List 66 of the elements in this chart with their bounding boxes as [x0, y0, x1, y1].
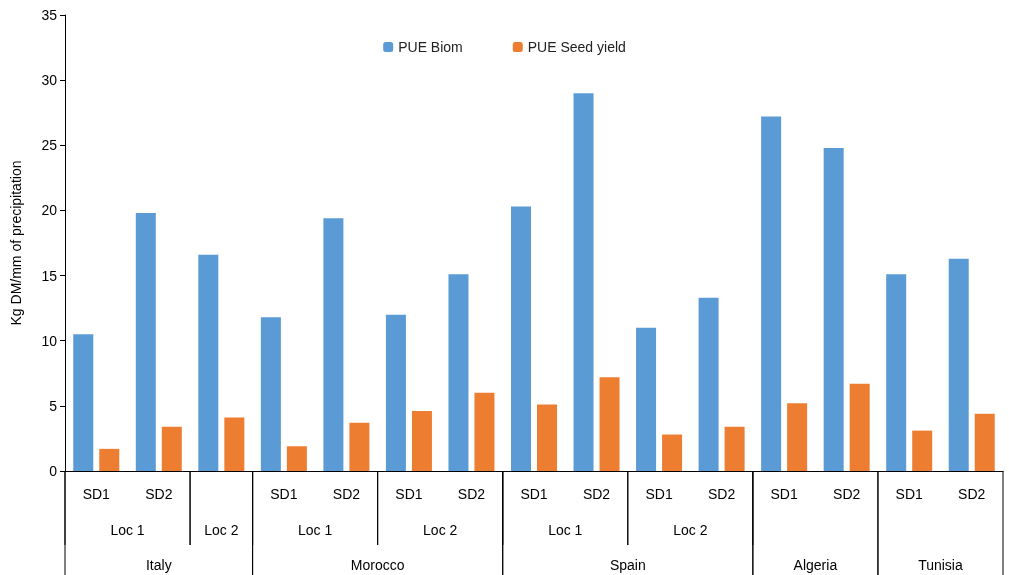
x-tick-label: SD2	[707, 486, 736, 502]
x-tick-label: SD1	[270, 486, 298, 502]
bar	[474, 392, 495, 471]
bar	[448, 274, 469, 471]
bar	[537, 404, 557, 471]
y-tick-label: 0	[49, 463, 58, 479]
bar	[849, 383, 870, 471]
legend-label: PUE Seed yield	[527, 39, 626, 55]
bar	[573, 93, 594, 471]
bar	[761, 116, 782, 471]
legend-label: PUE Biom	[398, 39, 463, 55]
text: Loc 2	[204, 522, 239, 538]
bar	[224, 417, 245, 471]
text: Loc 1	[298, 522, 333, 538]
x-tick-label: SD1	[82, 486, 111, 502]
y-tick-label: 30	[41, 72, 58, 89]
y-tick-label: 15	[41, 267, 58, 284]
x-tick-label: SD1	[645, 486, 673, 502]
y-tick-label: 10	[41, 332, 58, 349]
bar	[599, 377, 620, 471]
bar	[948, 258, 969, 471]
bar	[286, 446, 307, 471]
text: Loc 2	[423, 522, 458, 538]
text: Morocco	[350, 557, 405, 573]
bar	[411, 411, 432, 471]
x-tick-label: SD2	[582, 486, 611, 502]
bar	[912, 430, 933, 471]
x-tick-label: SD2	[332, 486, 361, 502]
bar	[823, 147, 844, 471]
y-tick-label: 25	[41, 137, 58, 154]
bar	[349, 422, 370, 471]
bar	[886, 274, 907, 471]
x-tick-label: SD2	[457, 486, 486, 502]
y-tick-label: 5	[49, 397, 58, 414]
bar	[724, 426, 745, 471]
bar	[636, 327, 657, 471]
bar	[198, 254, 219, 471]
bar	[73, 334, 94, 471]
bar	[974, 413, 995, 471]
text: Loc 1	[110, 522, 145, 538]
y-tick-label: 35	[41, 7, 58, 23]
bar	[260, 317, 281, 471]
x-tick-label: SD2	[145, 486, 173, 502]
x-tick-label: SD1	[770, 486, 798, 502]
bar	[385, 314, 406, 471]
bar	[135, 213, 156, 471]
text: Italy	[145, 557, 172, 573]
text: Algeria	[793, 557, 838, 573]
bar	[662, 434, 683, 471]
x-tick-label: SD1	[395, 486, 423, 502]
x-tick-label: SD1	[895, 486, 924, 502]
bar	[511, 206, 531, 471]
x-tick-label: SD2	[833, 486, 861, 502]
bar	[698, 297, 719, 471]
bar	[787, 403, 808, 471]
bar	[323, 218, 344, 471]
text: Tunisia	[918, 557, 963, 573]
text: Loc 2	[673, 522, 708, 538]
x-tick-label: SD1	[520, 486, 548, 502]
text: Loc 1	[548, 522, 583, 538]
bar	[161, 426, 182, 471]
x-tick-label: SD2	[958, 486, 986, 502]
text: Spain	[609, 557, 646, 573]
y-tick-label: 20	[41, 202, 58, 219]
y-axis-title: Kg DM/mm of precipitation	[8, 160, 24, 326]
bar	[99, 448, 120, 471]
